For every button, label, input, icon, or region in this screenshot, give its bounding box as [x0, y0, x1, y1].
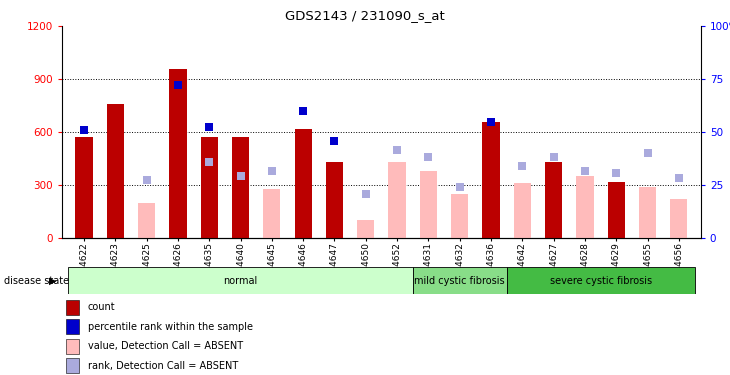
Text: normal: normal [223, 276, 258, 286]
Bar [545, 162, 562, 238]
Bar [420, 171, 437, 238]
Point [642, 150, 653, 156]
Point [204, 124, 215, 130]
Point [579, 168, 591, 174]
Text: percentile rank within the sample: percentile rank within the sample [88, 322, 253, 332]
Bar [294, 129, 312, 238]
Point [78, 126, 90, 132]
Bar [107, 104, 124, 238]
Bar [388, 162, 406, 238]
Bar [201, 138, 218, 238]
Point [423, 154, 434, 160]
Bar [412, 267, 507, 294]
Point [548, 154, 559, 160]
Bar [483, 122, 499, 238]
Bar [138, 203, 155, 238]
Bar [514, 183, 531, 238]
Text: severe cystic fibrosis: severe cystic fibrosis [550, 276, 652, 286]
Bar [169, 69, 186, 238]
Point [517, 163, 529, 169]
Text: rank, Detection Call = ABSENT: rank, Detection Call = ABSENT [88, 361, 238, 370]
Bar [507, 267, 694, 294]
Bar [69, 267, 412, 294]
Point [266, 168, 277, 174]
Point [454, 184, 466, 190]
Bar [264, 189, 280, 238]
Text: disease state: disease state [4, 276, 69, 286]
Text: value, Detection Call = ABSENT: value, Detection Call = ABSENT [88, 341, 242, 351]
Bar [577, 176, 593, 238]
Point [391, 147, 403, 153]
Bar [232, 138, 249, 238]
Text: count: count [88, 302, 115, 312]
Point [360, 191, 372, 197]
Bar [670, 199, 688, 238]
Point [673, 175, 685, 181]
Bar [357, 220, 374, 238]
Bar [75, 138, 93, 238]
Text: GDS2143 / 231090_s_at: GDS2143 / 231090_s_at [285, 9, 445, 22]
Bar [451, 194, 469, 238]
Point [328, 138, 340, 144]
Point [610, 170, 622, 176]
Bar [326, 162, 343, 238]
Bar [639, 187, 656, 238]
Point [172, 81, 184, 87]
Bar [607, 182, 625, 238]
Point [234, 173, 246, 179]
Text: mild cystic fibrosis: mild cystic fibrosis [415, 276, 505, 286]
Point [204, 159, 215, 165]
Point [485, 118, 497, 124]
Point [297, 108, 309, 114]
Text: ▶: ▶ [50, 276, 57, 286]
Point [141, 177, 153, 183]
